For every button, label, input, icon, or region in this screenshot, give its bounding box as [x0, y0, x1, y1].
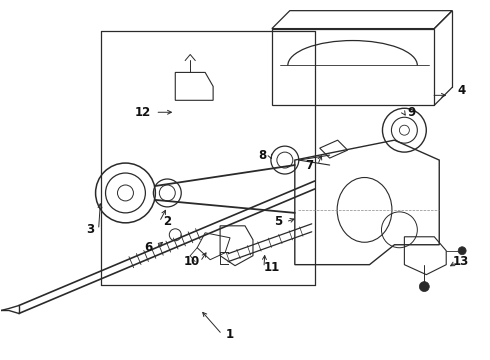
Text: 13: 13 [453, 255, 469, 268]
Text: 4: 4 [457, 84, 465, 97]
Text: 5: 5 [274, 215, 282, 228]
Text: 10: 10 [184, 255, 200, 268]
Text: 3: 3 [87, 223, 95, 236]
Text: 11: 11 [264, 261, 280, 274]
Circle shape [458, 247, 466, 255]
Text: 2: 2 [163, 215, 172, 228]
Text: 8: 8 [258, 149, 266, 162]
Text: 12: 12 [134, 106, 150, 119]
Circle shape [419, 282, 429, 292]
Text: 1: 1 [226, 328, 234, 341]
Text: 7: 7 [306, 158, 314, 172]
Text: 6: 6 [144, 241, 152, 254]
Text: 9: 9 [407, 106, 416, 119]
